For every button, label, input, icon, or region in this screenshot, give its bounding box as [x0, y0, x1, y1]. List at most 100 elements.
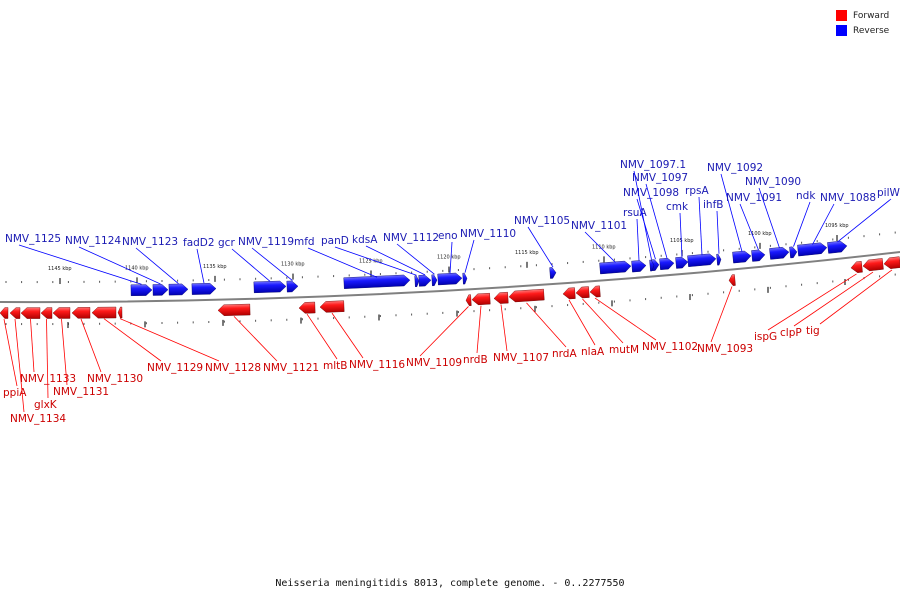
gene-arrow: [465, 294, 472, 306]
gene-leader: [80, 318, 102, 373]
reverse-gene: [687, 253, 717, 267]
legend-reverse: Reverse: [836, 23, 889, 38]
gene-leader: [449, 241, 453, 274]
gene-label: NMV_1116: [349, 359, 405, 371]
gene-arrow: [493, 291, 509, 304]
gene-arrow: [191, 283, 217, 295]
kbp-label: 1130 kbp: [281, 262, 305, 268]
gene-label: rpsA: [685, 185, 709, 197]
gene-label: mutM: [609, 344, 639, 356]
gene-label: mltB: [323, 360, 347, 372]
gene-label: gcr: [218, 237, 235, 249]
reverse-gene: [789, 246, 798, 259]
kbp-label: 1095 kbp: [825, 223, 849, 229]
gene-arrow: [789, 246, 798, 259]
gene-arrow: [71, 307, 91, 319]
gene-leader: [793, 201, 811, 247]
legend: Forward Reverse: [836, 8, 889, 38]
kbp-label: 1120 kbp: [437, 255, 461, 261]
gene-label: NMV_1125: [5, 233, 61, 245]
kbp-label: 1135 kbp: [203, 264, 227, 270]
gene-label: clpP: [780, 327, 802, 339]
reverse-gene: [549, 267, 557, 279]
forward-gene: [319, 300, 345, 313]
forward-gene: [465, 294, 472, 306]
gene-label: NMV_1121: [263, 362, 319, 374]
gene-leader: [526, 302, 567, 348]
gene-arrow: [418, 274, 432, 287]
gene-arrow: [769, 246, 790, 260]
gene-label: nrdA: [552, 348, 577, 360]
legend-forward-label: Forward: [853, 10, 890, 21]
gene-label: NMV_1102: [642, 341, 698, 353]
gene-arrow: [732, 250, 752, 264]
gene-arrow: [217, 303, 251, 316]
gene-label: NMV_1124: [65, 235, 121, 247]
gene-leader: [568, 299, 596, 346]
gene-label: tig: [806, 325, 820, 337]
reverse-gene: [769, 246, 790, 260]
gene-leader: [334, 246, 417, 276]
gene-label: NMV_1093: [697, 343, 753, 355]
forward-gene: [508, 288, 545, 303]
reverse-gene: [659, 257, 675, 271]
gene-arrow: [253, 280, 287, 294]
gene-arrow: [728, 274, 736, 286]
gene-leader: [716, 210, 720, 254]
gene-leader: [793, 271, 874, 327]
gene-label: eno: [438, 230, 458, 242]
forward-gene: [298, 301, 316, 314]
legend-forward: Forward: [836, 8, 889, 23]
gene-label: nrdB: [463, 354, 488, 366]
gene-label: NMV_1107: [493, 352, 549, 364]
forward-gene: [850, 261, 863, 273]
gene-arrow: [152, 284, 169, 296]
forward-gene: [575, 286, 590, 299]
gene-arrow: [575, 286, 590, 299]
gene-arrow: [659, 257, 675, 271]
gene-leader: [636, 218, 640, 261]
gene-label: NMV_1128: [205, 362, 261, 374]
gene-label: fadD2: [183, 237, 215, 249]
gene-leader: [819, 269, 893, 325]
gene-label: NMV_1131: [53, 386, 109, 398]
gene-label: NMV_1088: [820, 192, 876, 204]
gene-label: NMV_1092: [707, 162, 763, 174]
gene-leader: [30, 319, 35, 373]
gene-arrow: [675, 256, 689, 269]
gene-label: NMV_1105: [514, 215, 570, 227]
gene-label: NMV_1129: [147, 362, 203, 374]
gene-arrow: [883, 256, 900, 269]
reverse-gene: [286, 280, 299, 293]
legend-forward-swatch: [836, 10, 847, 21]
gene-leader: [698, 196, 703, 256]
scale-ticks: 1145 kbp 1140 kbp 1135 kbp 1130 kbp 1125 kbp…: [5, 223, 896, 329]
gene-label: rsuA: [623, 207, 647, 219]
gene-arrow: [20, 307, 41, 319]
gene-leader: [307, 247, 378, 278]
gene-leader: [3, 318, 18, 387]
reverse-gene: [152, 284, 169, 296]
gene-label: NMV_1091: [726, 192, 782, 204]
gene-arrow: [687, 253, 717, 267]
gene-label: NMV_1090: [745, 176, 801, 188]
gene-arrow: [716, 253, 722, 266]
forward-gene: [883, 256, 900, 269]
gene-arrow: [117, 306, 123, 319]
gene-leader: [18, 244, 142, 285]
reverse-gene: [191, 283, 217, 295]
gene-label: ppiA: [3, 387, 27, 399]
gene-leader: [527, 226, 554, 268]
gene-arrow: [462, 272, 468, 285]
gene-arrow: [751, 249, 766, 262]
kbp-label: 1140 kbp: [125, 265, 149, 271]
gene-leader: [633, 170, 652, 260]
forward-gene: [20, 307, 41, 319]
gene-leader: [710, 286, 733, 343]
gene-label: NMV_1133: [20, 373, 76, 385]
gene-arrow: [298, 301, 316, 314]
gene-leader: [251, 247, 293, 281]
gene-leader: [636, 198, 656, 260]
reverse-gene: [732, 250, 752, 264]
reverse-gene: [130, 284, 153, 296]
